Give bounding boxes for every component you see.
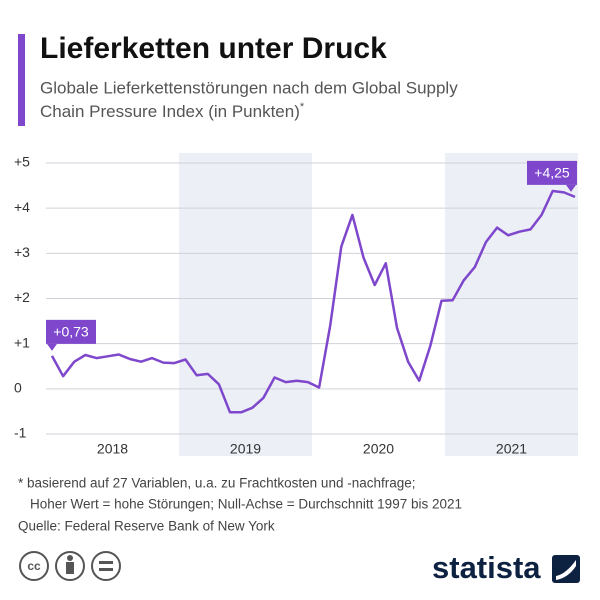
icon-equals	[99, 568, 113, 571]
y-tick-label: 0	[14, 380, 22, 396]
subtitle-line: Chain Pressure Index (in Punkten)	[40, 102, 300, 121]
value-label-pointer	[566, 184, 576, 192]
year-band	[179, 153, 312, 456]
license-icons: cc	[19, 551, 121, 581]
title-accent	[18, 34, 25, 126]
y-tick-label: -1	[14, 425, 27, 441]
subtitle-marker: *	[300, 101, 305, 113]
logo: statista	[432, 550, 541, 585]
icon-circle	[55, 551, 85, 581]
value-label: +0,73	[53, 324, 89, 340]
x-band-label: 2018	[97, 441, 128, 457]
source: Quelle: Federal Reserve Bank of New York	[18, 519, 275, 534]
subtitle: Globale Lieferkettenstörungen nach dem G…	[40, 78, 458, 97]
y-tick-label: +2	[14, 289, 30, 305]
logo-icon	[556, 560, 576, 580]
icon-person	[66, 562, 74, 574]
value-label-pointer	[47, 343, 57, 351]
icon-text: cc	[27, 559, 41, 573]
year-band	[445, 153, 578, 456]
footnote: Hoher Wert = hohe Störungen; Null-Achse …	[30, 497, 462, 512]
y-tick-label: +4	[14, 199, 30, 215]
icon-person	[67, 555, 73, 561]
value-label-box	[46, 319, 96, 344]
icon-circle	[19, 551, 49, 581]
value-label-box	[527, 160, 577, 185]
y-tick-label: +3	[14, 244, 30, 260]
y-tick-label: +1	[14, 334, 30, 350]
value-label: +4,25	[534, 165, 570, 181]
icon-equals	[99, 561, 113, 564]
line	[50, 189, 576, 414]
x-band-label: 2020	[363, 441, 394, 457]
footnote: * basierend auf 27 Variablen, u.a. zu Fr…	[18, 476, 416, 491]
x-band-label: 2019	[230, 441, 261, 457]
y-tick-label: +5	[14, 154, 30, 170]
plot: 2018 2019 2020 2021 +5 +4 +3 +2 +1 0 -1 +0,73 +4,25	[14, 153, 578, 457]
chart-title: Lieferketten unter Druck	[40, 32, 387, 65]
icon-circle	[91, 551, 121, 581]
subtitle: Chain Pressure Index (in Punkten)*	[40, 101, 305, 122]
x-band-label: 2021	[496, 441, 527, 457]
